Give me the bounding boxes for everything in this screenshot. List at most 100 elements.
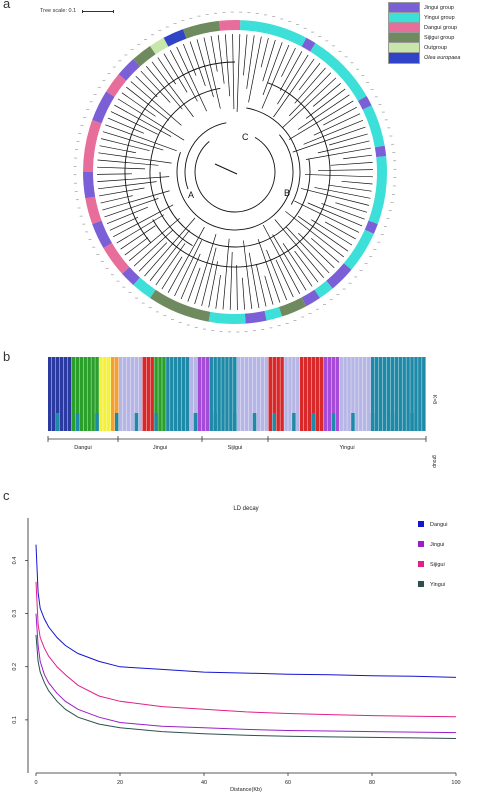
structure-bar (166, 357, 170, 431)
tree-branch (294, 200, 360, 233)
structure-bar-admixture (233, 413, 237, 431)
tree-branch (257, 239, 281, 303)
structure-bar (229, 357, 233, 431)
structure-bar (260, 357, 265, 431)
tree-branch (311, 219, 353, 246)
tree-group-arc (264, 307, 282, 321)
structure-bar (185, 357, 190, 431)
tree-branch (201, 247, 217, 306)
tree-group-arc (362, 105, 385, 148)
tree-legend-label: Yingui group (424, 15, 455, 21)
tree-branch (246, 35, 255, 89)
tree-group-arc (106, 74, 127, 97)
tree-branch (194, 234, 217, 305)
tree-group-arc (83, 172, 96, 199)
tree-branch (135, 75, 158, 98)
structure-bar (193, 357, 198, 431)
structure-bar (248, 357, 253, 431)
tree-legend-item: Outgroup (388, 42, 447, 54)
tree-branch (215, 274, 221, 309)
tree-branch (144, 217, 196, 277)
tree-legend: Jingui group Yingui group Dangui group Siji… (388, 2, 478, 64)
tree-scale-label: Tree scale: 0.1 (40, 8, 77, 14)
tree-clade-label: B (284, 188, 290, 198)
tree-group-arc (150, 289, 211, 322)
structure-bar (122, 357, 127, 431)
tree-branch (114, 104, 172, 137)
tree-branch (329, 133, 368, 146)
tree-legend-swatch (388, 52, 420, 64)
legend-swatch-sijigui (418, 561, 424, 567)
tree-branch (102, 190, 170, 211)
tree-branch (97, 166, 146, 170)
tree-branch (138, 242, 168, 272)
panel-label-a: a (3, 0, 11, 11)
structure-bar-admixture (134, 413, 139, 431)
y-tick-label: 0.1 (12, 716, 18, 724)
structure-bar (252, 357, 257, 431)
tree-group-arc (239, 20, 307, 47)
tree-branch (129, 218, 181, 261)
structure-group-axis-label: group (431, 455, 437, 468)
structure-bar (359, 357, 363, 431)
tree-branch (174, 240, 202, 297)
tree-branch (317, 169, 373, 171)
tree-group-arc (301, 289, 320, 307)
structure-bar-admixture (174, 413, 178, 431)
structure-bar (422, 357, 426, 431)
tree-internal-branch (159, 158, 311, 248)
tree-branch (229, 251, 233, 310)
tree-group-arc (103, 243, 130, 274)
tree-branch (273, 58, 315, 118)
structure-bar (130, 357, 135, 431)
structure-bar (114, 357, 119, 431)
tree-internal-branch (152, 82, 331, 268)
tree-branch (107, 117, 145, 134)
structure-bar (327, 357, 332, 431)
structure-bar (205, 357, 210, 431)
structure-bar (386, 357, 391, 431)
tree-group-arc (357, 96, 372, 110)
tree-branch (260, 38, 269, 68)
structure-bar (268, 357, 273, 431)
tree-branch (298, 63, 321, 91)
series-line-yingui (35, 634, 457, 739)
structure-bar-admixture (410, 413, 414, 431)
structure-bar (209, 357, 213, 431)
tree-branch (167, 226, 205, 293)
structure-bar (51, 357, 56, 431)
tree-branch (222, 238, 230, 310)
tree-branch (161, 256, 183, 290)
structure-bar (284, 357, 288, 431)
tree-branch (210, 36, 218, 72)
ld-chart-svg: LD decay 0 20 40 60 80 100 0.1 0.2 0.3 0.4 Distance… (12, 506, 461, 793)
tree-legend-label: Outgroup (424, 45, 447, 51)
tree-branch (155, 243, 186, 286)
tree-group-arc (326, 263, 352, 289)
structure-bar (138, 357, 143, 431)
structure-bar (237, 357, 241, 431)
structure-bar (418, 357, 422, 431)
tree-branch (285, 226, 330, 274)
legend-swatch-yingui (418, 581, 424, 587)
structure-bar (83, 357, 87, 431)
x-tick-label: 80 (369, 780, 375, 786)
structure-bar (181, 357, 186, 431)
tree-branch (232, 34, 235, 110)
tree-branch (236, 264, 238, 310)
tree-branch (133, 229, 174, 267)
series-line-dangui (35, 544, 457, 678)
tree-branch (248, 252, 260, 308)
tree-clade-label: C (242, 132, 249, 142)
tree-branch (262, 224, 301, 295)
tree-branch (98, 152, 172, 164)
tree-svg: A B C (73, 11, 397, 333)
structure-bar (343, 357, 347, 431)
structure-bar (189, 357, 194, 431)
structure-bar (99, 357, 103, 431)
structure-bar-admixture (114, 413, 119, 431)
tree-internal-branch (194, 136, 276, 213)
tree-branch (196, 39, 214, 98)
tree-branch (279, 51, 303, 91)
tree-branch (110, 111, 158, 135)
